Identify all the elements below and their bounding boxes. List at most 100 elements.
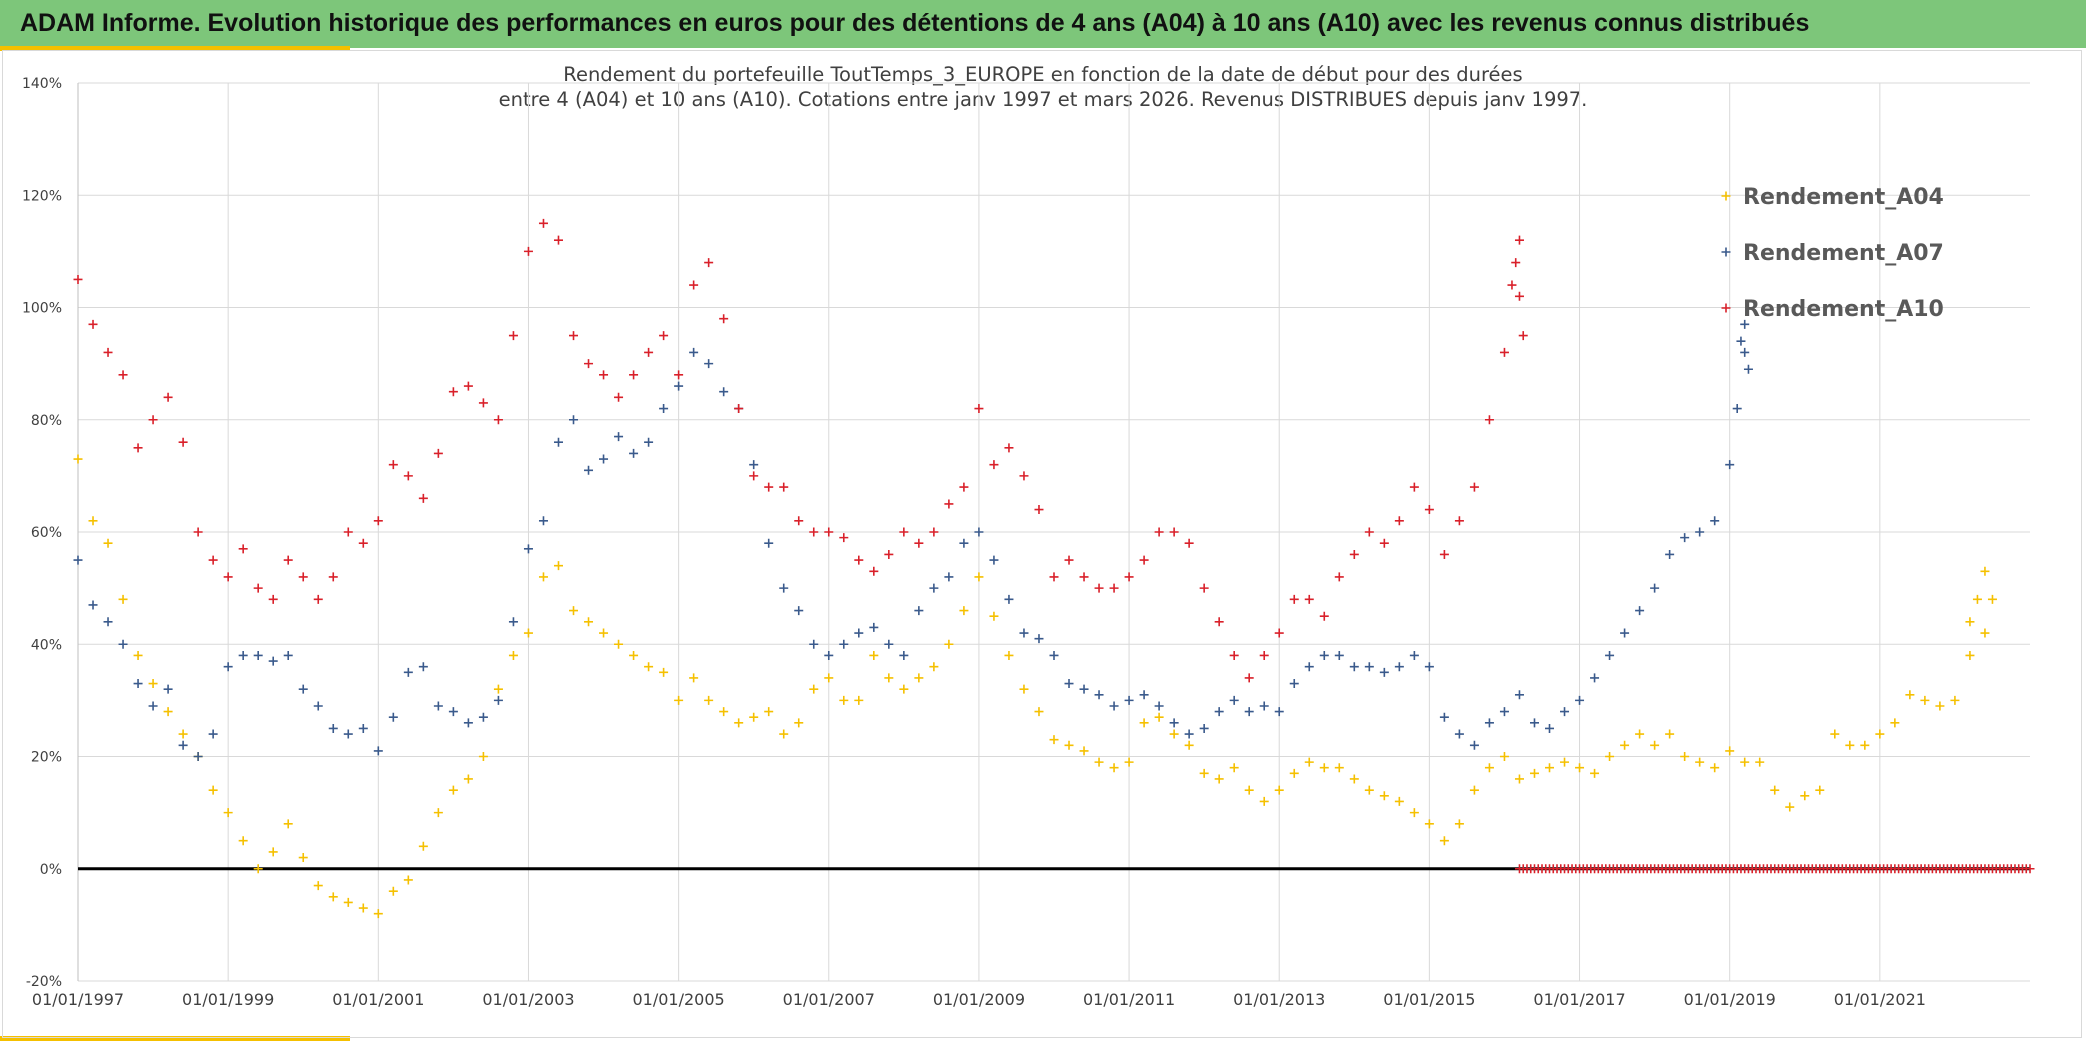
data-point-rendement-a04 bbox=[313, 881, 323, 891]
data-point-rendement-a07 bbox=[1590, 673, 1600, 683]
data-point-rendement-a04 bbox=[1635, 729, 1645, 739]
data-point-rendement-a04 bbox=[914, 673, 924, 683]
data-point-rendement-a07 bbox=[1545, 723, 1555, 733]
data-point-rendement-a07 bbox=[1469, 740, 1479, 750]
x-tick-label: 01/01/2019 bbox=[1684, 990, 1776, 1009]
data-point-rendement-a07 bbox=[854, 628, 864, 638]
data-point-rendement-a07 bbox=[899, 650, 909, 660]
data-point-rendement-a04 bbox=[884, 673, 894, 683]
data-point-rendement-a07 bbox=[824, 650, 834, 660]
data-point-rendement-a07 bbox=[163, 684, 173, 694]
data-point-rendement-a07 bbox=[869, 622, 879, 632]
data-point-rendement-a07 bbox=[1349, 662, 1359, 672]
data-point-rendement-a10 bbox=[253, 583, 263, 593]
data-point-rendement-a07 bbox=[794, 606, 804, 616]
data-point-rendement-a04 bbox=[223, 808, 233, 818]
data-point-rendement-a10 bbox=[103, 347, 113, 357]
x-tick-label: 01/01/2005 bbox=[633, 990, 725, 1009]
legend-marker bbox=[1721, 191, 1731, 201]
data-point-rendement-a07 bbox=[1560, 707, 1570, 717]
data-point-rendement-a04 bbox=[118, 594, 128, 604]
data-point-rendement-a04 bbox=[1304, 757, 1314, 767]
data-point-rendement-a10 bbox=[1004, 443, 1014, 453]
data-point-rendement-a04 bbox=[1229, 763, 1239, 773]
legend-marker bbox=[1721, 303, 1731, 313]
data-point-rendement-a10 bbox=[433, 448, 443, 458]
data-point-rendement-a10 bbox=[1259, 650, 1269, 660]
data-point-rendement-a10 bbox=[1518, 331, 1528, 341]
x-tick-label: 01/01/2001 bbox=[332, 990, 424, 1009]
data-point-rendement-a10 bbox=[553, 235, 563, 245]
data-point-rendement-a04 bbox=[1590, 768, 1600, 778]
data-point-rendement-a04 bbox=[689, 673, 699, 683]
data-point-rendement-a10 bbox=[929, 527, 939, 537]
data-point-rendement-a07 bbox=[1019, 628, 1029, 638]
data-point-rendement-a10 bbox=[313, 594, 323, 604]
data-point-rendement-a10 bbox=[584, 359, 594, 369]
data-point-rendement-a10 bbox=[1514, 235, 1524, 245]
data-point-rendement-a07 bbox=[133, 679, 143, 689]
data-point-rendement-a04 bbox=[974, 572, 984, 582]
data-point-rendement-a07 bbox=[1394, 662, 1404, 672]
data-point-rendement-a04 bbox=[1770, 785, 1780, 795]
data-point-rendement-a04 bbox=[1980, 566, 1990, 576]
data-point-rendement-a10 bbox=[523, 246, 533, 256]
data-point-rendement-a10 bbox=[508, 331, 518, 341]
data-point-rendement-a07 bbox=[388, 712, 398, 722]
data-point-rendement-a04 bbox=[1169, 729, 1179, 739]
data-point-rendement-a07 bbox=[839, 639, 849, 649]
data-point-rendement-a10 bbox=[1394, 516, 1404, 526]
data-point-rendement-a04 bbox=[1274, 785, 1284, 795]
y-tick-label: 80% bbox=[31, 413, 62, 429]
data-point-rendement-a10 bbox=[268, 594, 278, 604]
data-point-rendement-a10 bbox=[328, 572, 338, 582]
data-point-rendement-a07 bbox=[463, 718, 473, 728]
data-point-rendement-a10 bbox=[388, 460, 398, 470]
data-point-rendement-a04 bbox=[523, 628, 533, 638]
data-point-rendement-a10 bbox=[148, 415, 158, 425]
accent-bar-bottom bbox=[0, 1036, 350, 1041]
data-point-rendement-a10 bbox=[163, 392, 173, 402]
data-point-rendement-a07 bbox=[553, 437, 563, 447]
data-point-rendement-a07 bbox=[644, 437, 654, 447]
data-point-rendement-a10 bbox=[674, 370, 684, 380]
data-point-rendement-a04 bbox=[1560, 757, 1570, 767]
data-point-rendement-a04 bbox=[1965, 617, 1975, 627]
data-point-rendement-a07 bbox=[1109, 701, 1119, 711]
data-point-rendement-a04 bbox=[1349, 774, 1359, 784]
data-point-rendement-a04 bbox=[989, 611, 999, 621]
y-tick-label: -20% bbox=[26, 974, 62, 990]
header-banner: ADAM Informe. Evolution historique des p… bbox=[0, 0, 2086, 48]
data-point-rendement-a07 bbox=[749, 460, 759, 470]
data-point-rendement-a10 bbox=[133, 443, 143, 453]
data-point-rendement-a07 bbox=[1124, 695, 1134, 705]
data-point-rendement-a07 bbox=[1289, 679, 1299, 689]
data-point-rendement-a10 bbox=[1499, 347, 1509, 357]
data-point-rendement-a10 bbox=[418, 493, 428, 503]
data-point-rendement-a10 bbox=[1124, 572, 1134, 582]
data-point-rendement-a07 bbox=[508, 617, 518, 627]
data-point-rendement-a10 bbox=[1319, 611, 1329, 621]
data-point-rendement-a07 bbox=[944, 572, 954, 582]
data-point-rendement-a10 bbox=[493, 415, 503, 425]
data-point-rendement-a04 bbox=[1529, 768, 1539, 778]
data-point-rendement-a04 bbox=[1184, 740, 1194, 750]
data-point-rendement-a04 bbox=[1950, 695, 1960, 705]
data-point-rendement-a07 bbox=[1364, 662, 1374, 672]
data-point-rendement-a04 bbox=[1815, 785, 1825, 795]
data-point-rendement-a04 bbox=[448, 785, 458, 795]
data-point-rendement-a04 bbox=[1650, 740, 1660, 750]
data-point-rendement-a04 bbox=[133, 650, 143, 660]
data-point-rendement-a07 bbox=[764, 538, 774, 548]
data-point-rendement-a10 bbox=[704, 258, 714, 268]
data-point-rendement-a07 bbox=[1650, 583, 1660, 593]
data-point-rendement-a10 bbox=[1199, 583, 1209, 593]
y-tick-label: 100% bbox=[22, 301, 62, 317]
data-point-rendement-a07 bbox=[448, 707, 458, 717]
data-point-rendement-a10 bbox=[403, 471, 413, 481]
data-point-rendement-a07 bbox=[238, 650, 248, 660]
data-point-rendement-a04 bbox=[1830, 729, 1840, 739]
data-point-zero-rendement-a10 bbox=[2025, 864, 2035, 874]
data-point-rendement-a04 bbox=[899, 684, 909, 694]
data-point-rendement-a10 bbox=[1484, 415, 1494, 425]
